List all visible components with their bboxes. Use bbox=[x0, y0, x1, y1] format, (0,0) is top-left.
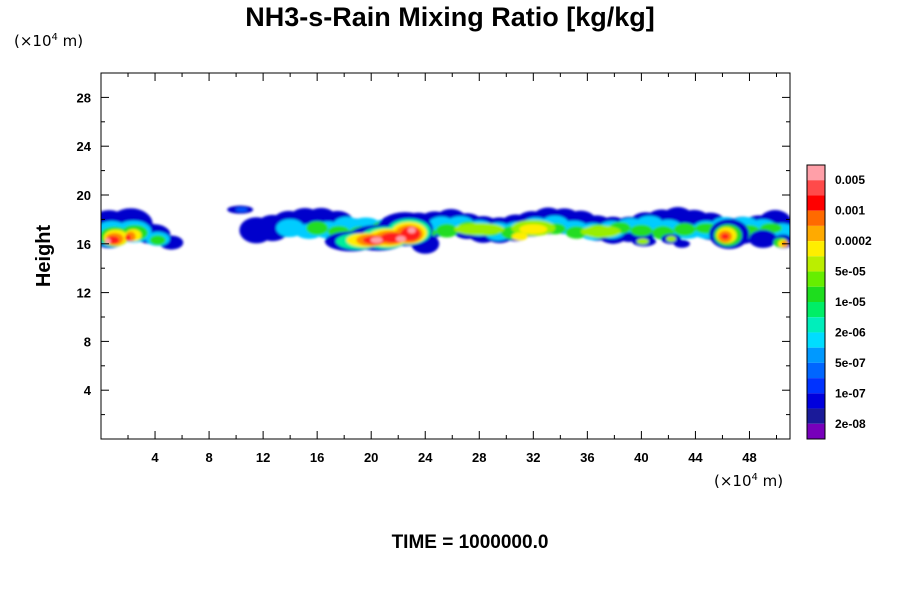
colorbar-swatch bbox=[807, 256, 825, 272]
cloud-cell bbox=[454, 223, 505, 236]
colorbar-swatch bbox=[807, 271, 825, 287]
colorbar-swatch bbox=[807, 210, 825, 226]
colorbar-swatch bbox=[807, 362, 825, 379]
y-tick-label: 4 bbox=[84, 383, 92, 398]
colorbar-swatch bbox=[807, 332, 825, 348]
cloud-cell bbox=[580, 225, 621, 238]
cloud-cell bbox=[511, 232, 528, 241]
cloud-cell bbox=[673, 223, 696, 236]
y-tick-label: 28 bbox=[77, 90, 91, 105]
time-label: TIME = 1000000.0 bbox=[391, 532, 549, 553]
colorbar-label: 0.0002 bbox=[835, 234, 872, 248]
x-tick-label: 8 bbox=[205, 450, 212, 465]
cloud-cell bbox=[565, 226, 588, 239]
colorbar-label: 0.001 bbox=[835, 204, 865, 218]
x-tick-label: 44 bbox=[688, 450, 703, 465]
colorbar-swatch bbox=[807, 317, 825, 333]
cloud-cell bbox=[370, 237, 383, 244]
cloud-cell bbox=[235, 207, 248, 212]
x-tick-label: 28 bbox=[472, 450, 486, 465]
cloud-blobs bbox=[101, 205, 790, 254]
cloud-cell bbox=[435, 223, 458, 238]
cloud-cell bbox=[395, 235, 406, 242]
x-tick-label: 48 bbox=[742, 450, 756, 465]
colorbar: 0.005 0.001 0.0002 5e-05 1e-05 2e-06 5e-07 1e-0… bbox=[806, 164, 872, 440]
colorbar-swatch bbox=[807, 378, 825, 394]
colorbar-label: 1e-05 bbox=[835, 295, 866, 309]
y-tick-label: 12 bbox=[77, 286, 91, 301]
x-tick-label: 4 bbox=[151, 450, 159, 465]
y-tick-label: 24 bbox=[77, 139, 92, 154]
colorbar-swatch bbox=[807, 393, 825, 409]
cloud-cell bbox=[149, 235, 166, 246]
y-tick-label: 8 bbox=[84, 334, 91, 349]
cloud-cell bbox=[630, 224, 653, 237]
colorbar-swatch bbox=[807, 165, 825, 181]
y-axis-title: Height bbox=[33, 225, 55, 288]
cloud-cell bbox=[748, 229, 777, 248]
colorbar-label: 5e-07 bbox=[835, 356, 866, 370]
x-tick-label: 16 bbox=[310, 450, 324, 465]
chart-title: NH3-s-Rain Mixing Ratio [kg/kg] bbox=[245, 2, 655, 32]
y-unit-label: (×104 m) bbox=[14, 32, 84, 50]
cloud-cell bbox=[721, 233, 730, 240]
x-unit-label: (×104 m) bbox=[714, 472, 784, 490]
y-tick-label: 20 bbox=[77, 188, 91, 203]
cloud-field bbox=[101, 205, 790, 254]
cloud-cell bbox=[636, 238, 649, 245]
colorbar-swatch bbox=[807, 286, 825, 302]
colorbar-label: 0.005 bbox=[835, 173, 865, 187]
colorbar-swatch bbox=[807, 241, 825, 257]
x-tick-label: 36 bbox=[580, 450, 594, 465]
cloud-cell bbox=[407, 227, 416, 234]
colorbar-label: 5e-05 bbox=[835, 265, 866, 279]
y-tick-label: 16 bbox=[77, 237, 91, 252]
colorbar-swatch bbox=[807, 225, 825, 242]
colorbar-label: 2e-06 bbox=[835, 325, 866, 339]
cloud-cell bbox=[666, 235, 677, 242]
x-tick-label: 24 bbox=[418, 450, 433, 465]
colorbar-label: 1e-07 bbox=[835, 386, 866, 400]
colorbar-swatch bbox=[807, 195, 825, 211]
colorbar-swatch bbox=[807, 347, 825, 363]
cloud-cell bbox=[519, 224, 548, 235]
colorbar-swatch bbox=[807, 408, 825, 424]
colorbar-frame bbox=[806, 164, 826, 440]
colorbar-label: 2e-08 bbox=[835, 417, 866, 431]
plot-frame bbox=[100, 72, 791, 440]
cloud-cell bbox=[125, 234, 132, 241]
cloud-cell bbox=[673, 239, 690, 248]
x-tick-label: 40 bbox=[634, 450, 648, 465]
colorbar-swatch bbox=[807, 180, 825, 196]
cloud-cell bbox=[306, 221, 329, 236]
x-tick-label: 32 bbox=[526, 450, 540, 465]
x-tick-label: 12 bbox=[256, 450, 270, 465]
cloud-cell bbox=[104, 238, 111, 245]
colorbar-swatch bbox=[807, 423, 825, 439]
colorbar-swatch bbox=[807, 302, 825, 318]
x-tick-label: 20 bbox=[364, 450, 378, 465]
